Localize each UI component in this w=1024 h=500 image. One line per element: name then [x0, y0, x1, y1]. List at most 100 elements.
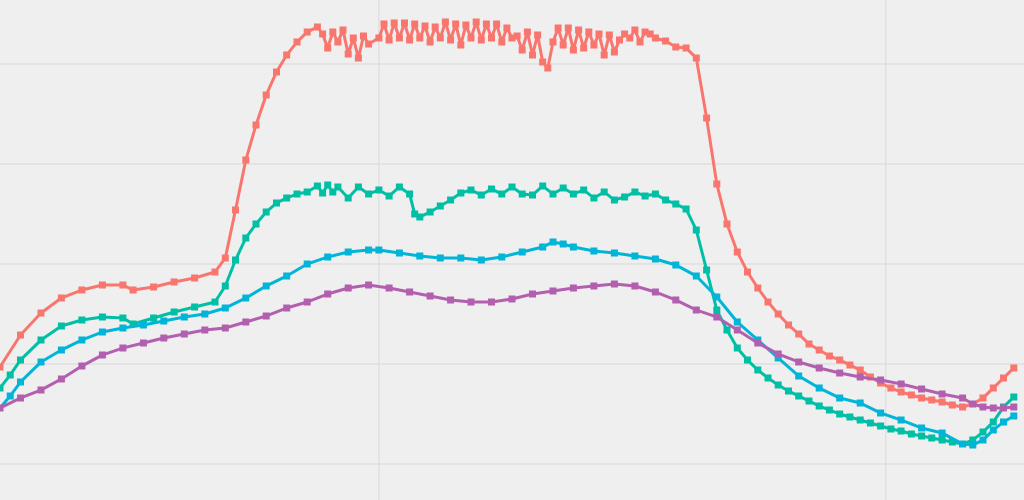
data-point-marker — [774, 350, 782, 358]
data-point-marker — [467, 186, 475, 194]
data-point-marker — [549, 38, 557, 46]
data-point-marker — [273, 199, 280, 207]
data-point-marker — [600, 188, 608, 196]
data-point-marker — [989, 404, 997, 412]
data-point-marker — [283, 304, 291, 312]
data-point-marker — [385, 36, 393, 44]
data-point-marker — [580, 186, 588, 194]
data-point-marker — [78, 362, 86, 370]
data-point-marker — [549, 190, 557, 198]
data-point-marker — [529, 191, 536, 199]
data-point-marker — [938, 398, 946, 406]
data-point-marker — [539, 182, 547, 190]
data-point-marker — [595, 30, 603, 38]
data-point-marker — [713, 180, 721, 188]
data-point-marker — [436, 254, 444, 262]
data-point-marker — [754, 339, 762, 347]
data-point-marker — [569, 243, 577, 251]
data-point-marker — [979, 428, 987, 436]
data-point-marker — [324, 181, 332, 189]
data-point-marker — [621, 193, 629, 201]
data-point-marker — [969, 441, 977, 449]
data-point-marker — [334, 183, 342, 191]
data-point-marker — [836, 356, 844, 364]
data-point-marker — [447, 196, 455, 204]
data-point-marker — [119, 314, 127, 322]
data-point-marker — [395, 249, 403, 257]
data-point-marker — [795, 392, 803, 400]
data-point-marker — [129, 320, 137, 328]
data-point-marker — [979, 394, 987, 402]
data-point-marker — [406, 36, 414, 44]
data-point-marker — [221, 282, 229, 290]
data-point-marker — [836, 369, 844, 377]
data-point-marker — [221, 254, 229, 262]
series-4 — [0, 280, 1018, 412]
data-point-marker — [723, 220, 731, 228]
data-point-marker — [498, 190, 506, 198]
data-point-marker — [365, 281, 373, 289]
data-point-marker — [457, 189, 465, 197]
data-point-marker — [989, 418, 997, 426]
data-point-marker — [395, 34, 403, 42]
data-point-marker — [313, 182, 321, 190]
data-point-marker — [262, 312, 270, 320]
data-point-marker — [160, 317, 168, 325]
data-point-marker — [421, 22, 429, 30]
data-point-marker — [1010, 412, 1018, 420]
data-point-marker — [938, 429, 946, 437]
data-point-marker — [180, 313, 188, 321]
data-point-marker — [0, 384, 4, 392]
data-point-marker — [877, 422, 885, 430]
data-point-marker — [692, 306, 700, 314]
data-point-marker — [303, 188, 311, 196]
data-point-marker — [585, 28, 593, 36]
series-line — [0, 183, 1016, 446]
data-point-marker — [503, 24, 511, 32]
data-point-marker — [17, 331, 24, 339]
data-point-marker — [610, 48, 618, 56]
data-point-marker — [744, 268, 751, 276]
data-point-marker — [805, 397, 813, 405]
data-point-marker — [0, 404, 4, 412]
data-point-marker — [774, 354, 782, 362]
data-point-marker — [805, 340, 813, 348]
data-point-marker — [467, 298, 475, 306]
data-point-marker — [119, 281, 127, 289]
data-point-marker — [17, 394, 24, 402]
data-point-marker — [764, 298, 772, 306]
data-point-marker — [242, 318, 250, 326]
data-point-marker — [897, 380, 905, 388]
data-point-marker — [139, 339, 147, 347]
data-point-marker — [979, 403, 987, 411]
data-point-marker — [774, 310, 782, 318]
data-point-marker — [713, 293, 721, 301]
data-point-marker — [329, 188, 337, 196]
data-point-marker — [37, 336, 45, 344]
data-point-marker — [467, 34, 475, 42]
data-point-marker — [877, 409, 885, 417]
data-point-marker — [590, 41, 598, 49]
data-point-marker — [416, 213, 424, 221]
data-point-marker — [57, 322, 65, 330]
data-point-marker — [1000, 374, 1007, 382]
data-point-marker — [518, 248, 526, 256]
data-point-marker — [918, 385, 926, 393]
data-point-marker — [723, 326, 731, 334]
series-3 — [0, 238, 1018, 449]
data-point-marker — [411, 210, 419, 218]
data-point-marker — [262, 282, 270, 290]
data-point-marker — [1000, 404, 1007, 412]
data-point-marker — [221, 304, 229, 312]
data-point-marker — [907, 430, 915, 438]
data-point-marker — [733, 318, 741, 326]
data-point-marker — [856, 416, 864, 424]
data-point-marker — [1000, 418, 1007, 426]
data-point-marker — [590, 194, 598, 202]
data-point-marker — [795, 330, 803, 338]
data-point-marker — [303, 260, 311, 268]
data-point-marker — [529, 51, 536, 59]
data-point-marker — [426, 208, 434, 216]
data-point-marker — [938, 390, 946, 398]
